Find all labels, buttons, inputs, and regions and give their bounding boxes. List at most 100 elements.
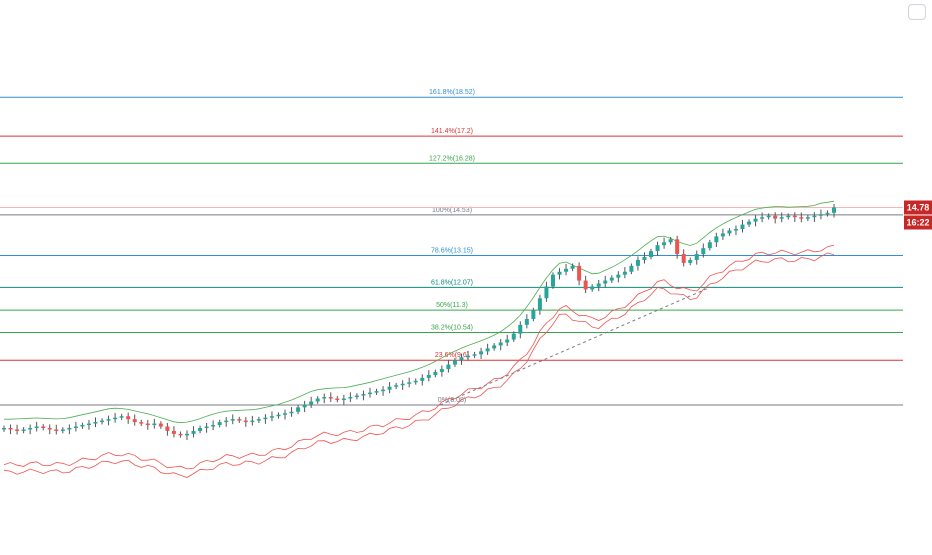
candle-body-4	[28, 427, 33, 430]
candle-body-10	[67, 427, 72, 430]
fib-label-2: 127.2%(16.28)	[429, 155, 475, 162]
candle-body-34	[224, 420, 229, 423]
candle-body-78	[511, 333, 516, 340]
candle-body-19	[126, 416, 131, 420]
candle-body-5	[34, 426, 39, 428]
candle-body-41	[269, 416, 274, 418]
candle-body-62	[407, 382, 412, 384]
candle-body-115	[753, 218, 758, 222]
upper-band-line	[4, 200, 835, 424]
candle-body-12	[80, 425, 85, 427]
candle-body-68	[446, 364, 451, 370]
candle-body-36	[237, 419, 242, 421]
candle-body-45	[296, 407, 301, 412]
candle-body-74	[485, 348, 490, 352]
candle-body-114	[747, 221, 752, 225]
candle-body-102	[668, 239, 673, 243]
candle-body-40	[263, 417, 268, 420]
candle-body-49	[322, 397, 327, 399]
trend-guide	[439, 286, 711, 406]
candle-body-103	[675, 239, 680, 255]
candle-body-120	[786, 215, 791, 218]
candle-body-39	[256, 419, 261, 421]
candle-body-107	[701, 248, 706, 255]
candle-body-42	[276, 414, 281, 417]
candle-body-9	[60, 429, 65, 431]
candle-body-16	[106, 419, 111, 421]
candle-body-7	[47, 427, 52, 430]
candle-body-54	[354, 395, 359, 398]
candle-body-64	[420, 377, 425, 381]
candle-body-66	[433, 371, 438, 375]
fib-retracement-levels: 161.8%(18.52) 141.4%(17.2) 127.2%(16.28) 10…	[0, 89, 903, 406]
candle-body-106	[694, 254, 699, 260]
candle-body-98	[642, 257, 647, 260]
candle-body-46	[302, 404, 307, 408]
candle-body-24	[158, 423, 163, 427]
candle-body-32	[211, 425, 216, 427]
candle-body-110	[720, 233, 725, 237]
candle-body-93	[609, 277, 614, 281]
candle-body-80	[524, 318, 529, 325]
candle-body-73	[479, 351, 484, 355]
candle-body-121	[792, 215, 797, 218]
candle-body-30	[198, 427, 203, 431]
candle-body-57	[374, 391, 379, 393]
candle-body-86	[564, 268, 569, 272]
candle-body-112	[733, 229, 738, 231]
candle-body-31	[204, 426, 209, 428]
candle-body-101	[662, 242, 667, 246]
candle-body-96	[629, 265, 634, 272]
candle-body-126	[825, 212, 830, 215]
fib-label-6: 50%(11.3)	[436, 302, 468, 309]
current-price-tag-bg	[904, 200, 932, 215]
candle-body-100	[655, 245, 660, 252]
candle-body-14	[93, 422, 98, 424]
candle-body-81	[531, 310, 536, 319]
fib-label-4: 78.6%(13.15)	[431, 248, 473, 255]
fib-label-1: 141.4%(17.2)	[431, 128, 473, 135]
fib-label-3: 100%(14.53)	[432, 207, 472, 214]
candle-body-50	[328, 397, 333, 399]
candle-body-25	[165, 426, 170, 431]
candle-body-56	[367, 392, 372, 395]
candle-body-119	[779, 217, 784, 219]
lower-band-line-0	[3, 244, 835, 470]
candle-body-79	[518, 324, 523, 334]
candle-body-58	[381, 389, 386, 392]
countdown-tag-bg	[904, 215, 932, 230]
trend-guide-line	[439, 286, 711, 406]
candle-body-28	[184, 433, 189, 436]
candle-body-13	[86, 423, 91, 426]
candle-body-109	[714, 236, 719, 243]
chart-settings-button[interactable]	[908, 4, 926, 20]
fib-label-7: 38.2%(10.54)	[431, 324, 473, 331]
candle-body-65	[426, 374, 431, 378]
candle-body-91	[596, 283, 601, 287]
candle-body-0	[2, 427, 6, 430]
candle-body-6	[41, 426, 46, 428]
candle-body-8	[54, 429, 59, 431]
candle-body-90	[590, 286, 595, 290]
candle-body-85	[557, 271, 562, 275]
candle-body-44	[289, 411, 294, 414]
candle-body-18	[119, 416, 124, 418]
candle-body-27	[178, 433, 183, 436]
candle-body-52	[341, 398, 346, 400]
candle-body-104	[681, 254, 686, 263]
candle-body-59	[387, 386, 392, 390]
candle-body-116	[760, 217, 765, 219]
candle-body-75	[492, 345, 497, 349]
candle-body-60	[394, 385, 399, 387]
candle-body-63	[413, 380, 418, 383]
candle-body-83	[544, 286, 549, 299]
candle-body-38	[250, 420, 255, 423]
candle-body-1	[8, 427, 13, 430]
candle-body-76	[498, 342, 503, 346]
candle-body-123	[805, 217, 810, 219]
candle-body-35	[230, 419, 235, 421]
fib-label-0: 161.8%(18.52)	[429, 89, 475, 96]
candle-body-51	[335, 398, 340, 400]
